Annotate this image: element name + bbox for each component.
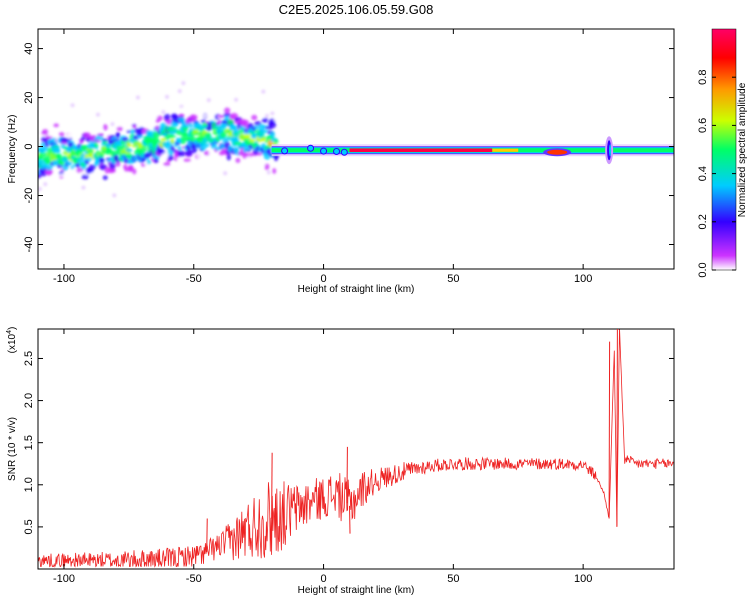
- spectrogram-heat: [38, 81, 674, 198]
- colorbar-tick-label: 0.4: [697, 166, 709, 181]
- carrier-line: [271, 136, 674, 165]
- bottom-ytick-label: 1.5: [23, 435, 35, 450]
- top-plot-frame: [37, 28, 675, 270]
- snr-spike-1: [346, 446, 348, 504]
- snr-spike-5: [616, 329, 618, 527]
- snr-spike-4: [608, 341, 611, 519]
- bottom-xtick-label: 100: [574, 573, 592, 585]
- colorbar-tick-label: 0.2: [697, 214, 709, 229]
- y-multiplier: (x104): [6, 327, 18, 354]
- colorbar: 0.0 0.2 0.4 0.6 0.8 Normalized spectral ampl…: [697, 28, 748, 278]
- snr-panel: -100 -50 0 50 100 0.5 1.0 1.5 2.0 2.5 Height of …: [6, 327, 675, 596]
- top-xtick-label: 0: [320, 273, 326, 285]
- y-multiplier-base: (x10: [7, 333, 18, 353]
- bottom-x-axis-label: Height of straight line (km): [298, 585, 415, 596]
- svg-text:(x104): (x104): [6, 327, 18, 354]
- snr-spike-0: [271, 452, 273, 519]
- colorbar-tick-label: 0.8: [697, 70, 709, 85]
- colorbar-tick-label: 0.6: [697, 118, 709, 133]
- top-ytick-label: 0: [23, 143, 35, 149]
- bottom-ytick-label: 0.5: [23, 519, 35, 534]
- figure-title: C2E5.2025.106.05.59.G08: [279, 2, 434, 17]
- bottom-xtick-label: -100: [53, 573, 75, 585]
- bottom-xtick-label: -50: [186, 573, 202, 585]
- top-xtick-label: 100: [574, 273, 592, 285]
- snr-spike-3: [349, 505, 351, 534]
- bottom-ytick-label: 1.0: [23, 477, 35, 492]
- snr-spike-2: [206, 518, 208, 553]
- colorbar-label: Normalized spectral amplitude: [737, 82, 748, 217]
- bottom-xtick-label: 0: [320, 573, 326, 585]
- bottom-y-axis: 0.5 1.0 1.5 2.0 2.5: [23, 351, 674, 535]
- y-multiplier-exponent: 4: [6, 330, 13, 334]
- top-x-axis-label: Height of straight line (km): [298, 284, 415, 295]
- spectrogram-panel: -100 -50 0 50 100 -40 -20 0 20 40 Height of stra…: [7, 28, 675, 295]
- top-xtick-label: -50: [186, 273, 202, 285]
- top-ytick-label: -40: [23, 237, 35, 253]
- top-ytick-label: -20: [23, 188, 35, 204]
- colorbar-gradient: [711, 28, 737, 271]
- top-xtick-label: 50: [447, 273, 459, 285]
- bottom-y-axis-label: SNR (10 * v/v): [7, 417, 18, 481]
- snr-series-line: [38, 329, 674, 568]
- noisy-band: [38, 81, 280, 198]
- top-ytick-label: 40: [23, 42, 35, 54]
- bottom-plot-frame: [37, 328, 675, 570]
- top-xtick-label: -100: [53, 273, 75, 285]
- colorbar-tick-label: 0.0: [697, 262, 709, 277]
- bottom-ytick-label: 2.5: [23, 351, 35, 366]
- bottom-x-axis: -100 -50 0 50 100: [53, 329, 592, 585]
- top-ytick-label: 20: [23, 91, 35, 103]
- bottom-ytick-label: 2.0: [23, 393, 35, 408]
- top-y-axis-label: Frequency (Hz): [7, 115, 18, 184]
- colorbar-ticks: 0.0 0.2 0.4 0.6 0.8: [697, 70, 736, 278]
- top-y-axis: -40 -20 0 20 40: [23, 42, 674, 252]
- top-x-axis: -100 -50 0 50 100: [53, 29, 592, 285]
- bottom-xtick-label: 50: [447, 573, 459, 585]
